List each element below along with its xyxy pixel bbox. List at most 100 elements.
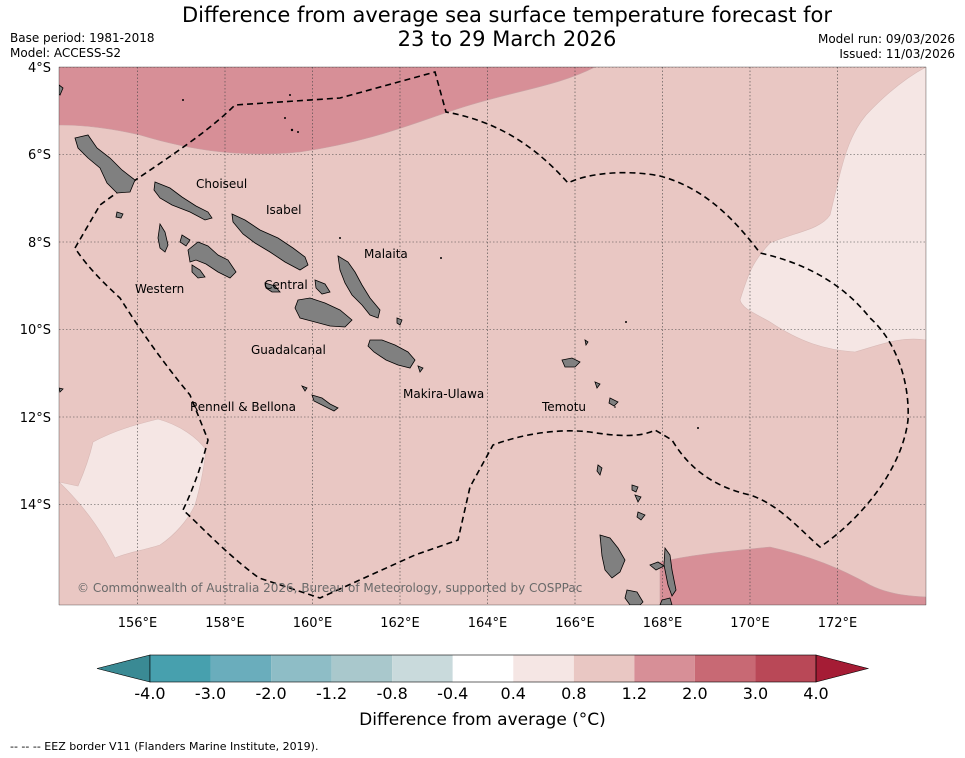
colorbar-tick-label: -3.0: [195, 684, 226, 703]
colorbar-swatch: [634, 655, 695, 682]
lat-4s: 4°S: [28, 61, 51, 76]
colorbar-tick-label: 3.0: [743, 684, 768, 703]
title-line-2: 23 to 29 March 2026: [397, 27, 617, 51]
label-isabel: Isabel: [266, 203, 301, 217]
island-rendova: [191, 264, 206, 279]
island-new-georgia: [157, 222, 169, 253]
colorbar-swatch: [331, 655, 393, 682]
lon-156e: 156°E: [118, 616, 158, 631]
lat-12s: 12°S: [20, 411, 51, 426]
colorbar-swatch: [513, 655, 574, 682]
lat-10s: 10°S: [20, 323, 51, 338]
island-ulawa: [417, 365, 424, 373]
island-torres-3: [636, 511, 646, 521]
map-area: Choiseul Isabel Malaita Western Central …: [59, 67, 926, 605]
lon-162e: 162°E: [380, 616, 420, 631]
eez-border: [74, 71, 909, 599]
island-makira: [367, 339, 416, 369]
lon-172e: 172°E: [818, 616, 858, 631]
island-vanikoro: [608, 397, 619, 407]
island-small-malaita: [396, 317, 403, 326]
island-bellona: [301, 385, 308, 392]
island-rennell: [311, 394, 339, 412]
colorbar-title: Difference from average (°C): [359, 710, 606, 730]
island-espiritu-santo: [599, 534, 626, 579]
colorbar-swatch: [452, 655, 514, 682]
colorbar-tick-label: 1.2: [622, 684, 647, 703]
island-tinakula: [584, 339, 589, 347]
colorbar-labels: -4.0 -3.0 -2.0 -1.2 -0.8 -0.4 0.4 0.8 1.2 2.0 3.0 4…: [134, 684, 828, 703]
island-malaita: [337, 255, 381, 319]
colorbar-swatch: [210, 655, 272, 682]
island-torres-1: [631, 484, 639, 493]
island-maewo: [663, 546, 677, 597]
colorbar-tick-label: -4.0: [134, 684, 165, 703]
island-nggela: [314, 279, 331, 295]
island-vella: [115, 211, 124, 219]
copyright-notice: © Commonwealth of Australia 2026, Bureau…: [77, 581, 582, 595]
colorbar: [96, 654, 870, 683]
island-banks-1: [596, 464, 603, 476]
base-period: Base period: 1981-2018: [10, 31, 155, 45]
colorbar-outline: [149, 654, 817, 683]
lon-160e: 160°E: [293, 616, 333, 631]
lat-14s: 14°S: [20, 498, 51, 513]
anomaly-background: [59, 67, 926, 605]
issued-date: Issued: 11/03/2026: [839, 47, 955, 61]
label-makira-ulawa: Makira-Ulawa: [403, 387, 484, 401]
island-malakula: [624, 589, 644, 605]
island-choiseul: [153, 181, 213, 221]
colorbar-extend-low: [96, 654, 151, 683]
neutral-anomaly-east: [739, 67, 926, 353]
lon-170e: 170°E: [730, 616, 770, 631]
label-rennell-bellona: Rennell & Bellona: [190, 400, 296, 414]
province-labels: Choiseul Isabel Malaita Western Central …: [135, 177, 586, 414]
island-shortland: [59, 84, 64, 96]
island-east-rennell: [59, 387, 64, 393]
colorbar-tick-label: 2.0: [682, 684, 707, 703]
colorbar-swatch: [271, 655, 332, 682]
colorbar-tick-label: -0.4: [437, 684, 468, 703]
colorbar-tick-label: 0.8: [561, 684, 586, 703]
lon-166e: 166°E: [555, 616, 595, 631]
island-guadalcanal: [294, 297, 353, 328]
colorbar-tick-label: 4.0: [803, 684, 828, 703]
lon-158e: 158°E: [205, 616, 245, 631]
island-kolombangara: [179, 234, 191, 247]
island-utupua: [594, 381, 601, 389]
colorbar-swatch: [573, 655, 635, 682]
warm-anomaly-north: [59, 67, 596, 155]
islet-markers: [182, 94, 699, 429]
colorbar-swatch: [755, 655, 816, 682]
colorbar-swatch: [694, 655, 756, 682]
map-frame: [58, 66, 927, 606]
lat-6s: 6°S: [28, 148, 51, 163]
label-central: Central: [264, 278, 308, 292]
colorbar-tick-label: 0.4: [501, 684, 526, 703]
label-guadalcanal: Guadalcanal: [251, 343, 326, 357]
island-ambae: [649, 561, 665, 571]
warm-anomaly-southeast: [659, 546, 926, 605]
map-title: Difference from average sea surface temp…: [0, 3, 965, 51]
colorbar-extend-high: [815, 654, 870, 683]
meta-left: Base period: 1981-2018 Model: ACCESS-S2: [10, 31, 155, 61]
lon-168e: 168°E: [643, 616, 683, 631]
island-isabel: [231, 213, 309, 271]
landmasses: [59, 84, 677, 605]
meta-right: Model run: 09/03/2026 Issued: 11/03/2026: [818, 32, 955, 62]
label-temotu: Temotu: [541, 400, 586, 414]
island-choiseul-group: [74, 134, 136, 194]
colorbar-tick-label: -2.0: [255, 684, 286, 703]
colorbar-swatch: [150, 655, 211, 682]
model-name: Model: ACCESS-S2: [10, 46, 122, 60]
island-pentecost: [659, 597, 673, 605]
model-run: Model run: 09/03/2026: [817, 32, 955, 46]
graticule: [59, 67, 926, 605]
title-line-1: Difference from average sea surface temp…: [182, 3, 832, 27]
longitude-labels: 156°E 158°E 160°E 162°E 164°E 166°E 168°…: [118, 616, 858, 631]
island-ndeni: [561, 357, 581, 368]
island-new-georgia-main: [187, 241, 237, 279]
colorbar-tick-label: -0.8: [377, 684, 408, 703]
label-western: Western: [135, 282, 184, 296]
